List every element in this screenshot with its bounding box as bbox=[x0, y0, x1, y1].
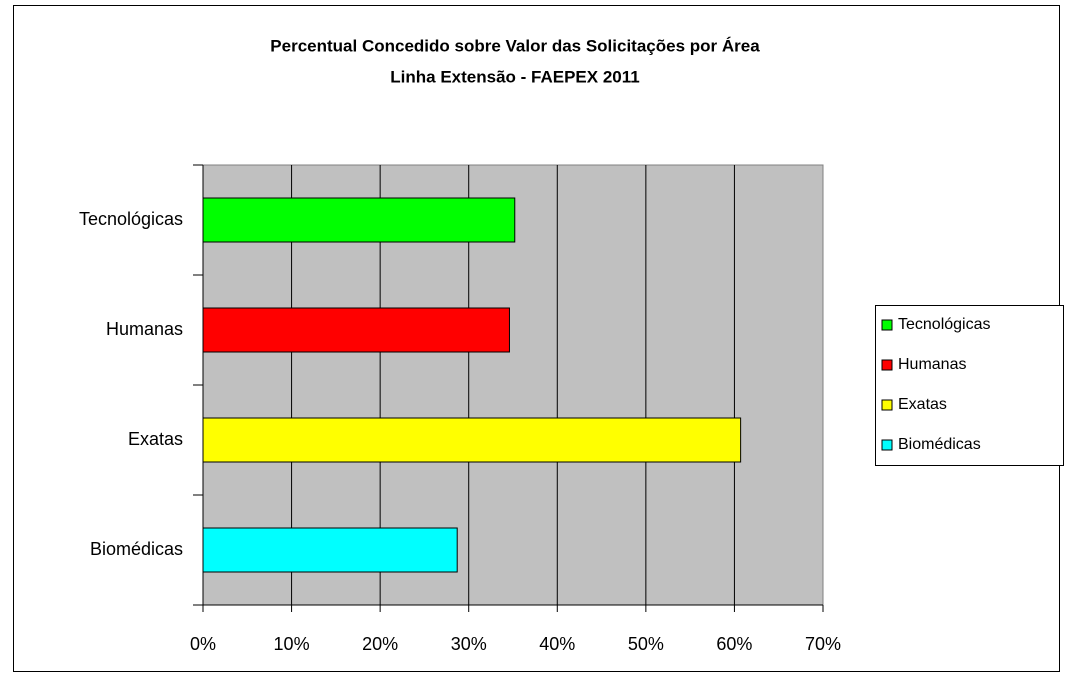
x-tick-label: 10% bbox=[274, 634, 310, 654]
legend-swatch bbox=[881, 359, 893, 371]
bar bbox=[202, 417, 742, 463]
x-tick-label: 60% bbox=[716, 634, 752, 654]
y-tick-label: Humanas bbox=[106, 319, 183, 339]
x-tick-label: 40% bbox=[539, 634, 575, 654]
bar bbox=[202, 307, 510, 353]
x-tick-label: 20% bbox=[362, 634, 398, 654]
legend-label: Tecnológicas bbox=[898, 316, 991, 333]
y-tick-label: Tecnológicas bbox=[79, 209, 183, 229]
x-tick-label: 70% bbox=[805, 634, 841, 654]
legend-label: Humanas bbox=[898, 356, 966, 373]
bar bbox=[202, 527, 458, 573]
bar bbox=[202, 197, 516, 243]
chart-subtitle: Linha Extensão - FAEPEX 2011 bbox=[390, 67, 639, 86]
legend-swatch bbox=[881, 319, 893, 331]
x-tick-label: 0% bbox=[190, 634, 216, 654]
legend-label: Biomédicas bbox=[898, 436, 981, 453]
legend bbox=[875, 305, 1064, 466]
chart-title: Percentual Concedido sobre Valor das Sol… bbox=[270, 36, 760, 55]
x-tick-label: 50% bbox=[628, 634, 664, 654]
legend-label: Exatas bbox=[898, 396, 947, 413]
y-tick-label: Biomédicas bbox=[90, 539, 183, 559]
legend-swatch bbox=[881, 439, 893, 451]
legend-swatch bbox=[881, 399, 893, 411]
x-tick-label: 30% bbox=[451, 634, 487, 654]
y-tick-label: Exatas bbox=[128, 429, 183, 449]
